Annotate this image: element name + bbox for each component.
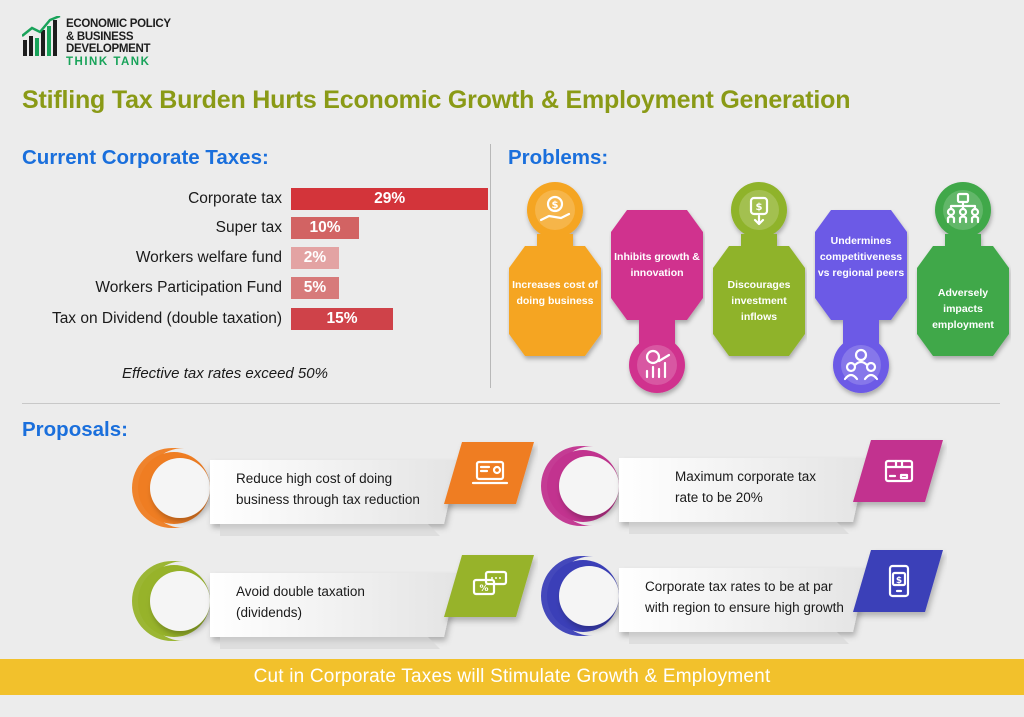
proposal-text: Corporate tax rates to be at par with reg…	[645, 576, 844, 618]
footer-banner: Cut in Corporate Taxes will Stimulate Gr…	[0, 659, 1024, 695]
svg-text:%: %	[479, 584, 488, 594]
problem-text: Increases cost of doing business	[512, 279, 598, 307]
proposal-text-line-2: rate to be 20%	[675, 490, 763, 505]
proposal-text: Maximum corporate tax rate to be 20%	[675, 466, 816, 508]
problems-heading: Problems:	[508, 146, 609, 169]
proposal-text: Reduce high cost of doing business throug…	[236, 468, 420, 510]
tax-label: Super tax	[215, 219, 282, 236]
problem-text: Adversely impacts employment	[932, 287, 994, 331]
proposal-text-line-1: Corporate tax rates to be at par	[645, 579, 833, 594]
page-title: Stifling Tax Burden Hurts Economic Growt…	[22, 86, 851, 114]
proposal-text-line-2: (dividends)	[236, 605, 303, 620]
proposal-text-line-1: Maximum corporate tax	[675, 469, 817, 484]
logo: ECONOMIC POLICY & BUSINESS DEVELOPMENT T…	[22, 14, 212, 68]
growth-chart-icon	[635, 343, 679, 387]
proposal-card: Reduce high cost of doing business throug…	[128, 440, 538, 536]
svg-text:$: $	[552, 200, 559, 211]
vertical-divider	[490, 144, 491, 388]
logo-line-2: & BUSINESS DEVELOPMENT	[66, 30, 151, 56]
tax-bar: 5%	[291, 277, 339, 299]
problem-card: Undermines competitiveness vs regional p…	[813, 180, 909, 400]
investment-icon: $	[737, 188, 781, 232]
tablet-dollar-icon: $	[877, 559, 921, 603]
tax-row: Corporate tax 29%	[0, 188, 490, 210]
laptop-icon	[468, 451, 512, 495]
team-icon	[839, 343, 883, 387]
problem-text: Undermines competitiveness vs regional p…	[817, 235, 905, 279]
tax-row: Workers welfare fund 2%	[0, 247, 490, 269]
tax-row: Workers Participation Fund 5%	[0, 277, 490, 299]
proposal-text-line-1: Avoid double taxation	[236, 584, 365, 599]
tax-label: Tax on Dividend (double taxation)	[51, 310, 282, 327]
tax-label: Workers welfare fund	[135, 249, 282, 266]
svg-text:$: $	[756, 202, 763, 213]
proposal-card: Maximum corporate tax rate to be 20%	[537, 438, 947, 534]
box-icon	[877, 449, 921, 493]
proposal-text-line-2: business through tax reduction	[236, 492, 420, 507]
tax-row: Super tax 10%	[0, 217, 490, 239]
tax-label: Workers Participation Fund	[95, 279, 282, 296]
people-network-icon	[941, 188, 985, 232]
svg-text:$: $	[896, 576, 902, 586]
logo-line-1: ECONOMIC POLICY	[66, 18, 171, 30]
problem-text: Discourages investment inflows	[727, 279, 791, 323]
proposal-text-line-1: Reduce high cost of doing	[236, 471, 393, 486]
tax-row: Tax on Dividend (double taxation) 15%	[0, 308, 490, 330]
problem-card: Inhibits growth & innovation	[609, 180, 705, 400]
chat-percent-icon: %	[468, 564, 512, 608]
taxes-heading: Current Corporate Taxes:	[22, 146, 269, 169]
footer-text: Cut in Corporate Taxes will Stimulate Gr…	[253, 666, 771, 687]
tax-bar: 15%	[291, 308, 393, 330]
problem-card: Adversely impacts employment	[915, 180, 1011, 400]
problem-card: $ Increases cost of doing business	[507, 180, 603, 400]
proposal-card: $ Corporate tax rates to be at par with re…	[537, 548, 947, 644]
tax-label: Corporate tax	[188, 190, 282, 207]
proposal-card: % Avoid double taxation (dividends)	[128, 553, 538, 649]
proposals-heading: Proposals:	[22, 418, 128, 441]
tax-bar: 2%	[291, 247, 339, 269]
effective-tax-note: Effective tax rates exceed 50%	[122, 365, 328, 382]
money-hand-icon: $	[533, 188, 577, 232]
problem-text: Inhibits growth & innovation	[614, 251, 700, 279]
tax-bar: 29%	[291, 188, 489, 210]
proposal-text-line-2: with region to ensure high growth	[645, 600, 844, 615]
logo-line-3: THINK TANK	[66, 55, 151, 68]
proposal-text: Avoid double taxation (dividends)	[236, 581, 365, 623]
horizontal-divider	[22, 403, 1000, 404]
logo-chart-icon	[22, 16, 61, 56]
tax-bar: 10%	[291, 217, 359, 239]
problem-card: $ Discourages investment inflows	[711, 180, 807, 400]
